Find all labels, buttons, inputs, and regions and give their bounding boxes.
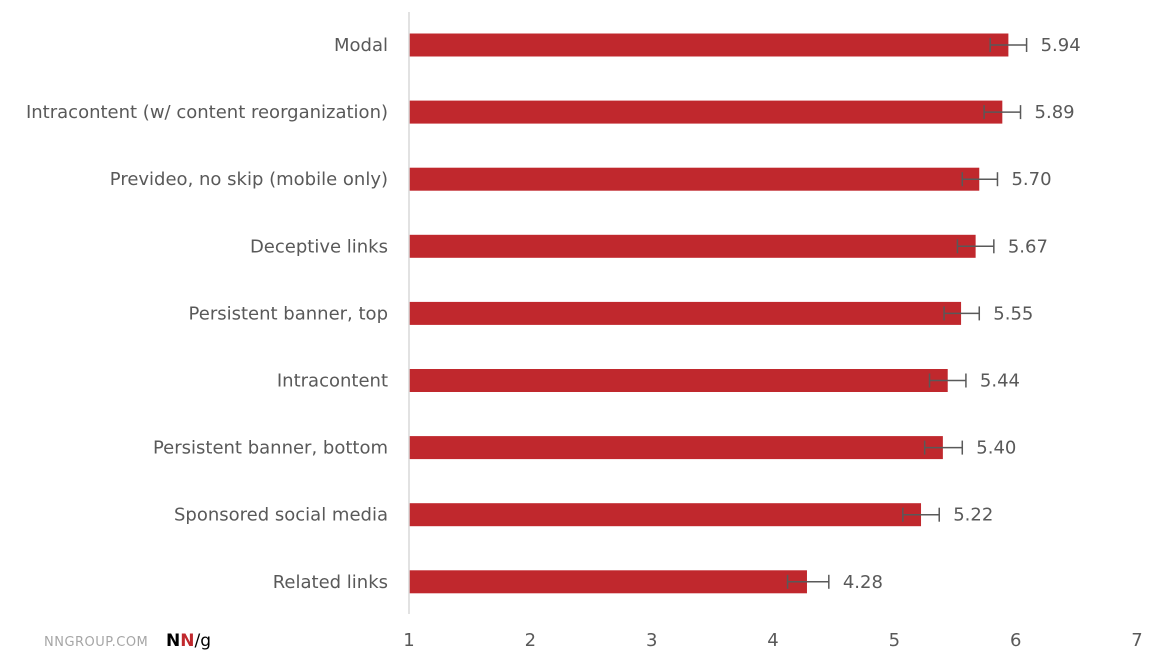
value-label: 5.70: [1011, 169, 1051, 190]
bar: [409, 503, 922, 527]
value-label: 5.22: [953, 505, 993, 526]
logo-letter-n1: N: [166, 631, 180, 651]
value-label: 5.40: [976, 438, 1016, 459]
category-label: Sponsored social media: [174, 505, 388, 526]
error-bar: [983, 105, 1022, 120]
logo-slash-g: /g: [194, 631, 211, 651]
error-bar: [956, 239, 995, 254]
error-bar: [989, 38, 1028, 52]
error-bar: [786, 574, 830, 589]
brand-logo: NN/g: [166, 631, 211, 651]
category-label: Persistent banner, bottom: [153, 438, 388, 459]
value-label: 5.44: [980, 371, 1020, 392]
value-label: 5.89: [1035, 102, 1075, 123]
brand-site-text: NNGROUP.COM: [44, 635, 148, 650]
value-label: 5.55: [993, 303, 1033, 324]
bar: [409, 570, 807, 594]
error-bar: [928, 373, 967, 388]
footer-brand: NNGROUP.COM NN/g: [44, 631, 211, 651]
category-label: Modal: [334, 35, 388, 56]
error-bar: [961, 172, 999, 187]
error-bar: [943, 306, 981, 321]
category-label: Deceptive links: [250, 236, 388, 257]
x-tick-label: 4: [767, 630, 778, 651]
value-label: 4.28: [843, 572, 883, 593]
value-label: 5.94: [1041, 35, 1081, 56]
bar: [409, 234, 976, 258]
category-label: Persistent banner, top: [189, 303, 388, 324]
x-tick-label: 7: [1131, 630, 1142, 651]
error-bar: [902, 507, 940, 522]
x-tick-label: 6: [1010, 630, 1021, 651]
x-tick-label: 5: [889, 630, 900, 651]
category-label: Intracontent: [277, 371, 388, 392]
bars-layer: [409, 33, 1028, 594]
x-tick-label: 1: [403, 630, 414, 651]
category-label: Related links: [273, 572, 388, 593]
bar: [409, 436, 943, 460]
error-bar: [923, 440, 964, 455]
value-label: 5.67: [1008, 236, 1048, 257]
category-label: Prevideo, no skip (mobile only): [110, 169, 388, 190]
bar: [409, 100, 1003, 124]
bar: [409, 167, 980, 191]
logo-letter-n2: N: [180, 631, 194, 651]
labels-layer: 1 2 3 4 5 6 7 Modal 5.94 Intracontent (w/ content…: [26, 35, 1143, 651]
bar: [409, 369, 948, 392]
category-label: Intracontent (w/ content reorganization): [26, 102, 388, 123]
x-tick-label: 3: [646, 630, 657, 651]
bar: [409, 301, 962, 325]
x-tick-label: 2: [525, 630, 536, 651]
bar: [409, 33, 1009, 57]
